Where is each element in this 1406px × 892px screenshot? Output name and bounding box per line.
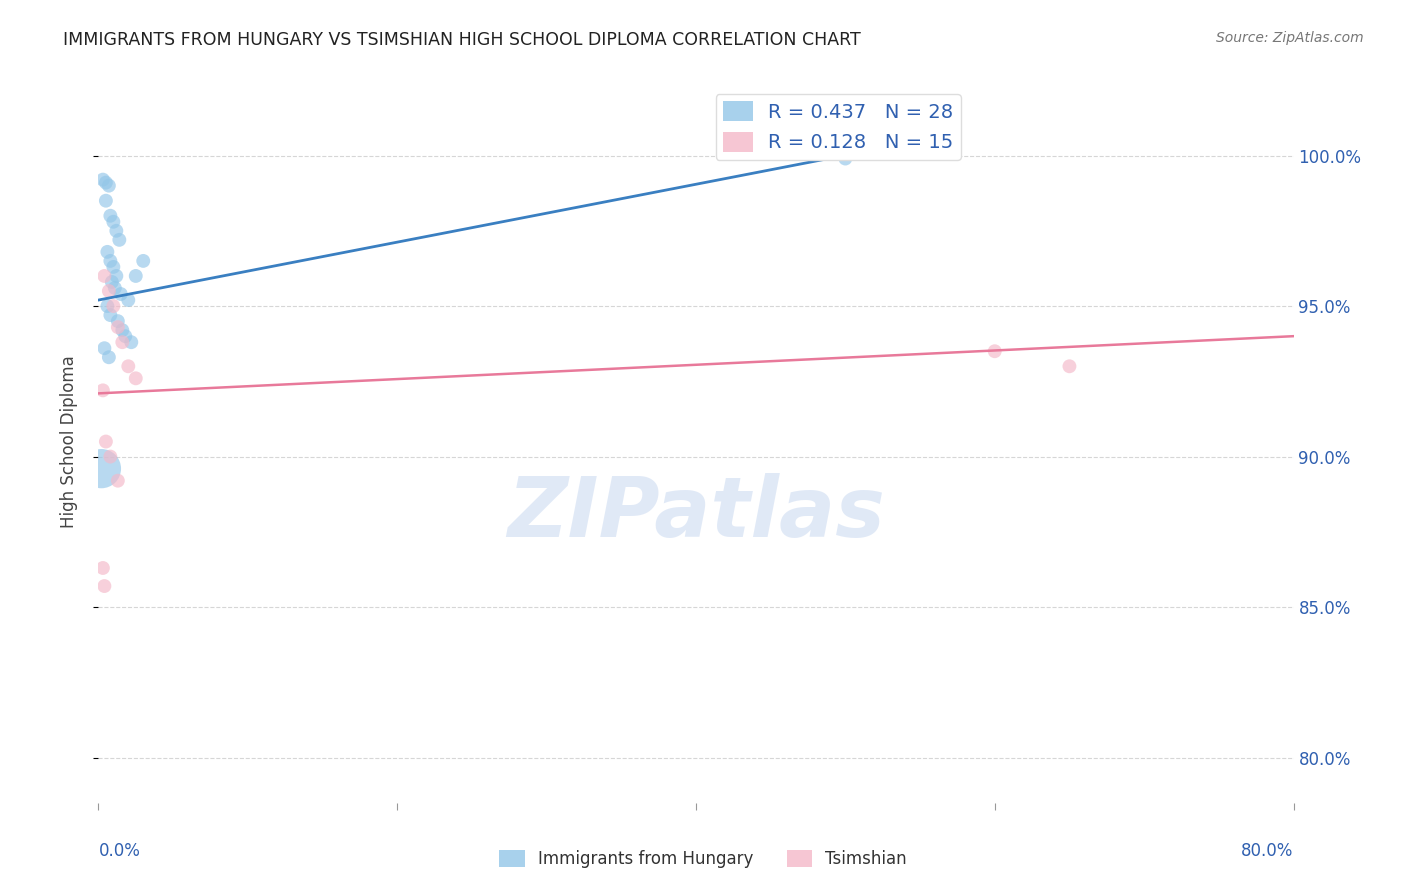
Point bbox=[101, 275, 124, 289]
Point bbox=[93, 268, 115, 283]
Point bbox=[91, 561, 114, 575]
Point bbox=[114, 329, 136, 343]
Point bbox=[104, 281, 127, 295]
Point bbox=[120, 335, 142, 350]
Point bbox=[94, 434, 117, 449]
Point bbox=[107, 474, 129, 488]
Text: IMMIGRANTS FROM HUNGARY VS TSIMSHIAN HIGH SCHOOL DIPLOMA CORRELATION CHART: IMMIGRANTS FROM HUNGARY VS TSIMSHIAN HIG… bbox=[63, 31, 860, 49]
Point bbox=[98, 209, 122, 223]
Point bbox=[90, 461, 112, 475]
Point bbox=[91, 172, 114, 186]
Point bbox=[117, 359, 139, 374]
Point bbox=[984, 344, 1007, 359]
Text: ZIPatlas: ZIPatlas bbox=[508, 474, 884, 554]
Point bbox=[117, 293, 139, 307]
Point bbox=[834, 152, 856, 166]
Point bbox=[111, 323, 134, 337]
Point bbox=[93, 341, 115, 355]
Point bbox=[93, 579, 115, 593]
Text: 0.0%: 0.0% bbox=[98, 842, 141, 860]
Point bbox=[97, 351, 120, 365]
Point bbox=[132, 254, 155, 268]
Point bbox=[1059, 359, 1081, 374]
Text: 80.0%: 80.0% bbox=[1241, 842, 1294, 860]
Point bbox=[125, 268, 148, 283]
Point bbox=[103, 260, 125, 274]
Point bbox=[97, 178, 120, 193]
Point bbox=[125, 371, 148, 385]
Point bbox=[91, 384, 114, 398]
Point bbox=[94, 176, 117, 190]
Legend: Immigrants from Hungary, Tsimshian: Immigrants from Hungary, Tsimshian bbox=[494, 843, 912, 875]
Point bbox=[110, 287, 132, 301]
Legend: R = 0.437   N = 28, R = 0.128   N = 15: R = 0.437 N = 28, R = 0.128 N = 15 bbox=[716, 94, 962, 160]
Y-axis label: High School Diploma: High School Diploma bbox=[59, 355, 77, 528]
Point bbox=[98, 254, 122, 268]
Point bbox=[107, 314, 129, 328]
Point bbox=[103, 299, 125, 313]
Point bbox=[105, 268, 128, 283]
Point bbox=[98, 450, 122, 464]
Point bbox=[107, 320, 129, 334]
Point bbox=[96, 299, 118, 313]
Point bbox=[108, 233, 131, 247]
Point bbox=[94, 194, 117, 208]
Point bbox=[97, 284, 120, 298]
Text: Source: ZipAtlas.com: Source: ZipAtlas.com bbox=[1216, 31, 1364, 45]
Point bbox=[105, 224, 128, 238]
Point bbox=[111, 335, 134, 350]
Point bbox=[103, 215, 125, 229]
Point bbox=[96, 244, 118, 259]
Point bbox=[98, 308, 122, 322]
